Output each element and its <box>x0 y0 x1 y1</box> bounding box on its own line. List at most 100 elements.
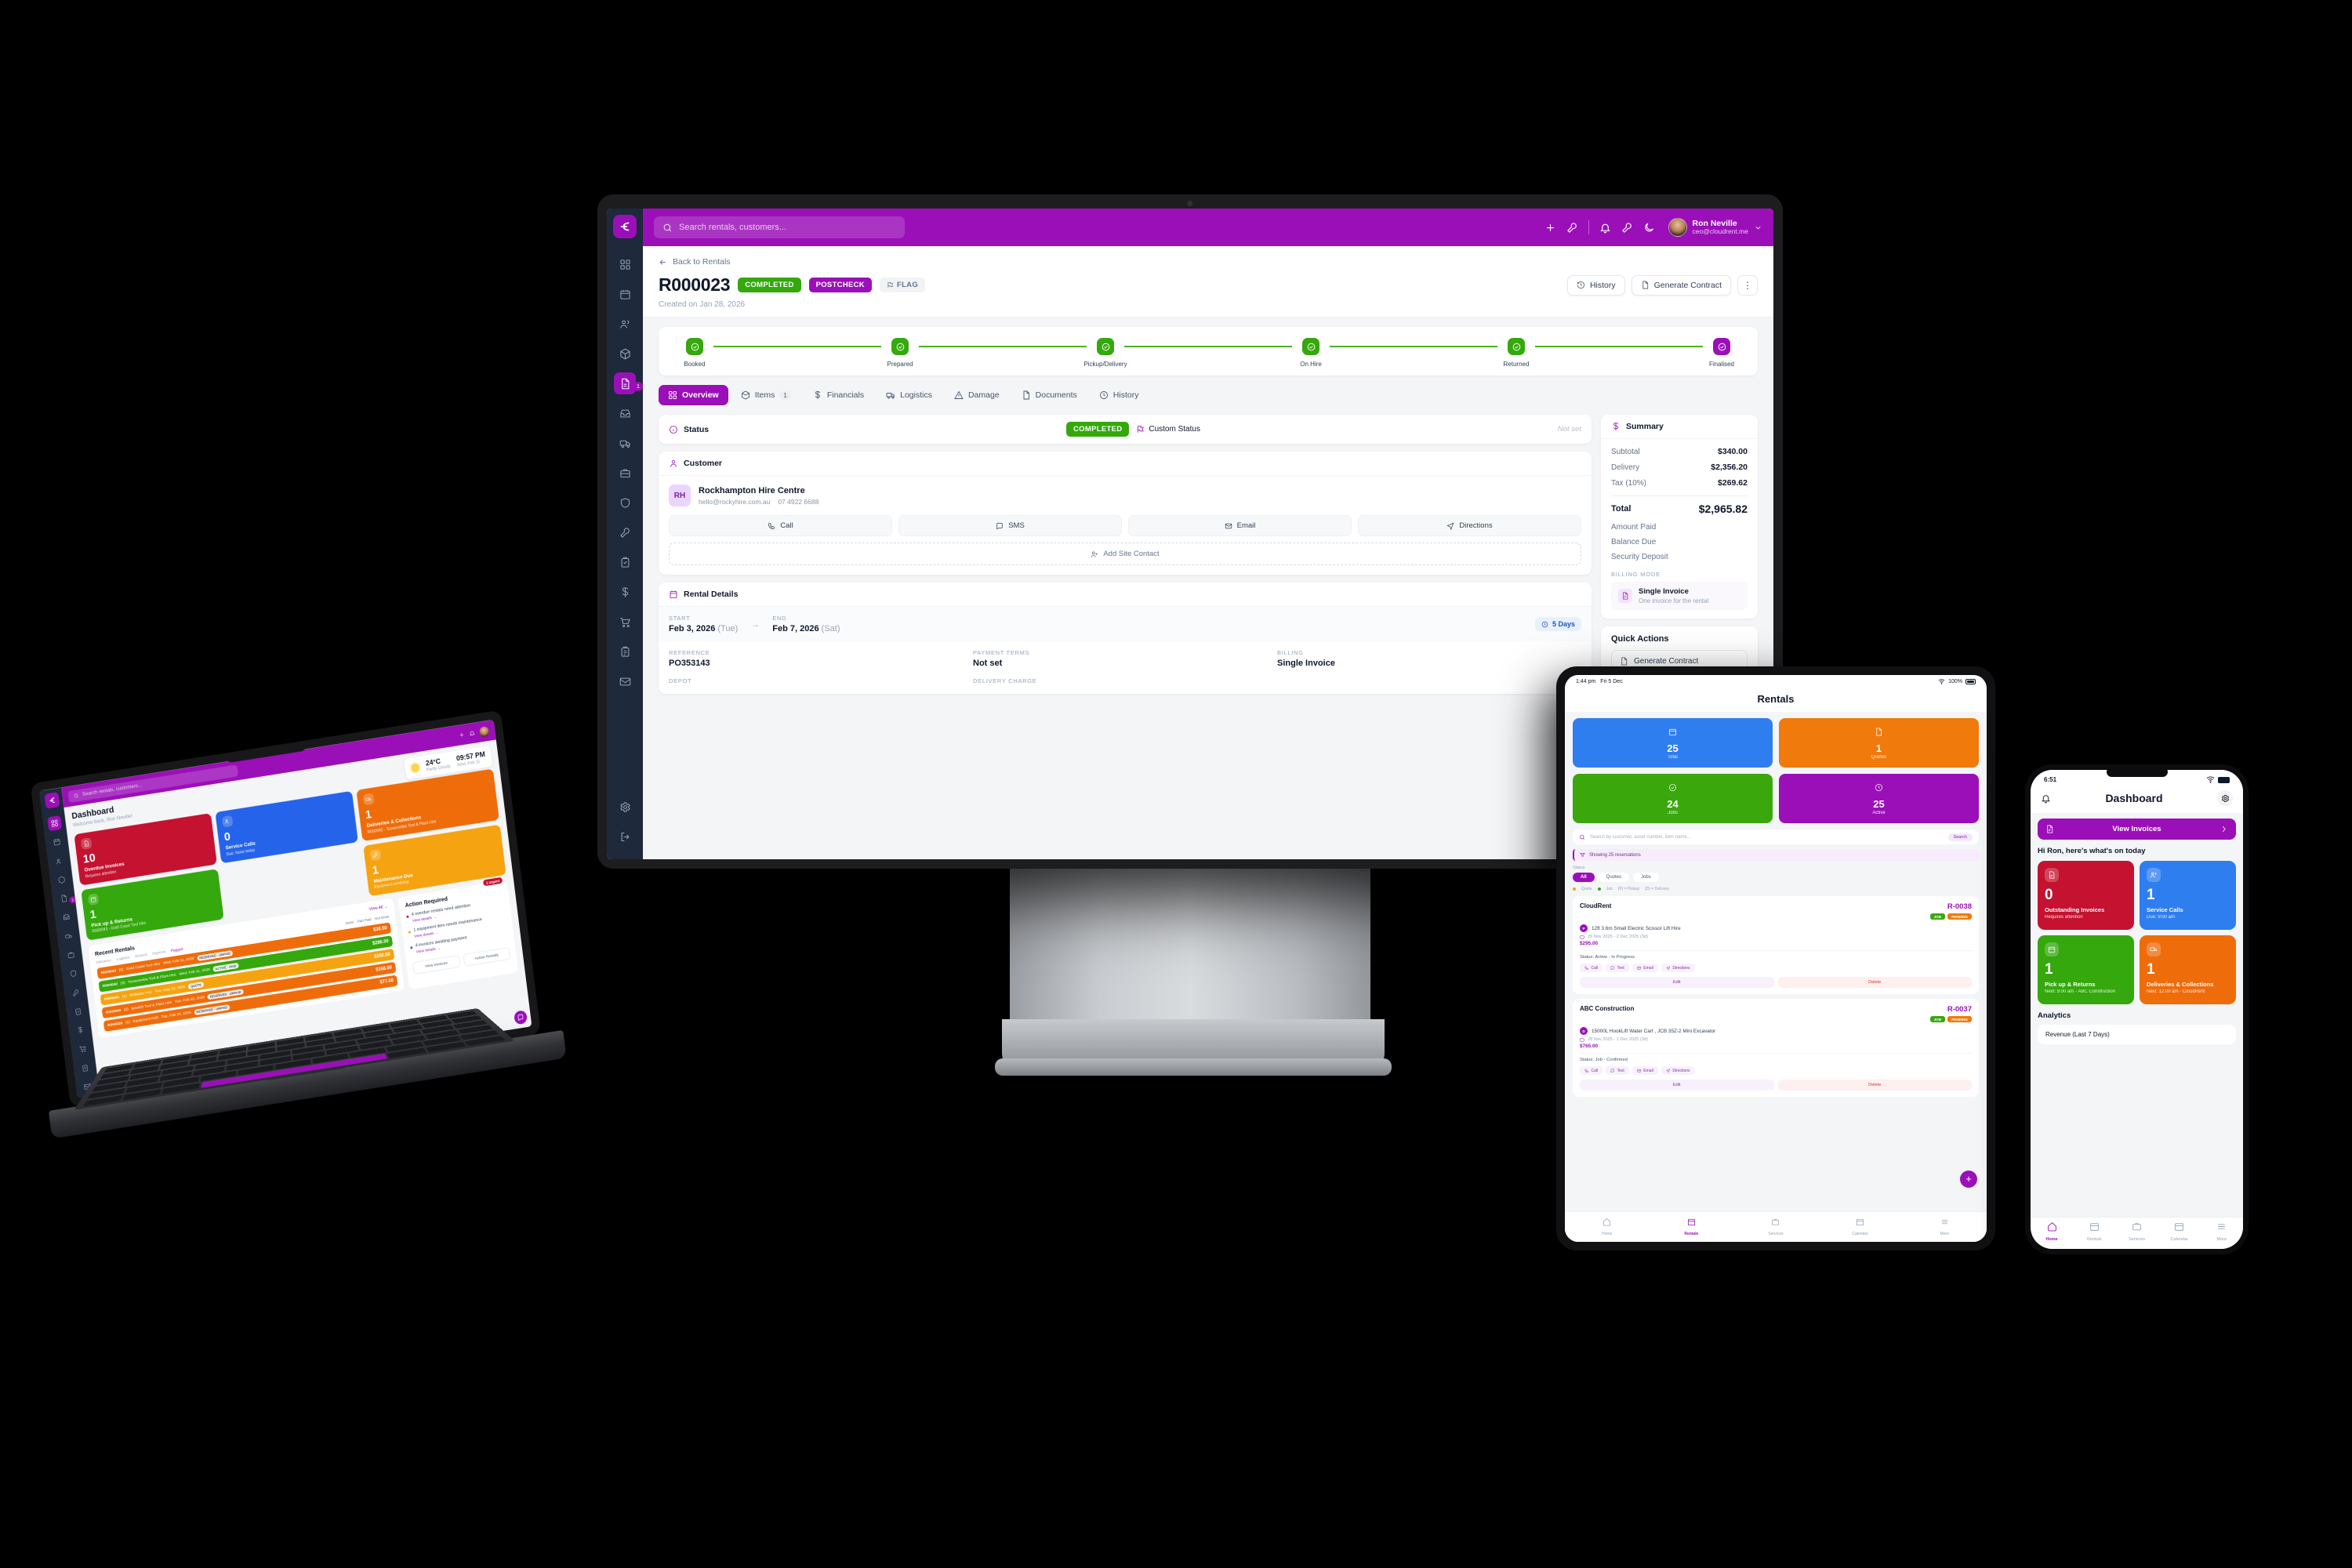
laptop-sidebar-item-insurance[interactable] <box>66 966 81 982</box>
kpi-pickup-returns[interactable]: 1 Pick up & Returns R000043 - Gold Coast… <box>81 868 224 941</box>
step-on-hire[interactable]: On Hire <box>1292 338 1330 368</box>
tab-damage[interactable]: Damage <box>945 385 1009 405</box>
stat-jobs[interactable]: 24 Jobs <box>1573 774 1773 823</box>
tab-documents[interactable]: Documents <box>1012 385 1087 405</box>
email-button[interactable]: Email <box>1128 515 1352 536</box>
billing-mode-chip[interactable]: Single Invoice One invoice for the renta… <box>1611 582 1748 610</box>
step-returned[interactable]: Returned <box>1497 338 1535 368</box>
history-button[interactable]: History <box>1566 274 1625 296</box>
tablet-nav-more[interactable]: More <box>1902 1216 1987 1236</box>
tablet-search-button[interactable]: Search <box>1947 833 1973 841</box>
laptop-sidebar-item-customers[interactable] <box>52 853 67 869</box>
dark-mode-icon[interactable] <box>1643 222 1655 234</box>
laptop-sidebar-item-inventory[interactable] <box>54 872 69 887</box>
sidebar-item-logout[interactable] <box>614 826 636 848</box>
chat-fab-icon[interactable] <box>514 1010 528 1025</box>
tablet-rental-card[interactable]: ABC Construction R-0037 JOB PENDING D 15… <box>1573 999 1979 1097</box>
laptop-sidebar-item-inbox[interactable] <box>59 909 74 925</box>
kpi-overdue-invoices[interactable]: 10 Overdue Invoices Requires attention <box>74 813 217 886</box>
chip-quotes[interactable]: Quotes <box>1598 873 1630 882</box>
laptop-sidebar-item-dashboard[interactable] <box>47 815 63 832</box>
directions-button[interactable]: Directions <box>1661 1066 1695 1075</box>
add-icon[interactable] <box>1544 222 1556 234</box>
phone-nav-rentals[interactable]: Rentals <box>2073 1221 2115 1242</box>
laptop-sidebar-item-logistics[interactable] <box>61 928 76 944</box>
phone-revenue-card[interactable]: Revenue (Last 7 Days) <box>2038 1024 2236 1044</box>
custom-status[interactable]: Custom Status <box>1136 425 1200 434</box>
step-finalised[interactable]: Finalised <box>1703 338 1740 368</box>
tablet-rental-card[interactable]: CloudRent R-0038 JOB PENDING P 12ft 3.6m… <box>1573 896 1979 994</box>
phone-nav-home[interactable]: Home <box>2031 1221 2073 1242</box>
kpi-service-calls[interactable]: 0 Service Calls Due: None today <box>215 790 358 863</box>
sms-button[interactable]: SMS <box>898 515 1122 536</box>
back-to-rentals-link[interactable]: Back to Rentals <box>659 257 1758 267</box>
tablet-search-input[interactable]: Search by customer, asset number, item n… <box>1573 829 1979 844</box>
sidebar-item-purchasing[interactable] <box>614 611 636 633</box>
sidebar-item-maintenance[interactable] <box>614 521 636 543</box>
email-button[interactable]: Email <box>1632 1066 1658 1075</box>
tab-overview[interactable]: Overview <box>659 385 728 405</box>
more-options-icon[interactable]: ⋮ <box>1737 274 1758 296</box>
tablet-nav-services[interactable]: Services <box>1733 1216 1818 1236</box>
laptop-sidebar-item-reports[interactable] <box>78 1060 93 1076</box>
stat-quotes[interactable]: 1 Quotes <box>1779 718 1979 768</box>
chip-jobs[interactable]: Jobs <box>1633 873 1659 882</box>
gear-icon[interactable] <box>2217 790 2233 806</box>
tablet-nav-rentals[interactable]: Rentals <box>1650 1216 1734 1236</box>
bell-icon[interactable] <box>2041 793 2051 804</box>
sidebar-item-settings[interactable] <box>614 796 636 818</box>
sidebar-item-rentals[interactable]: 1 <box>614 372 643 394</box>
laptop-sidebar-item-finance[interactable] <box>73 1022 88 1038</box>
call-button[interactable]: Call <box>669 515 892 536</box>
tablet-nav-home[interactable]: Home <box>1565 1216 1650 1236</box>
edit-button[interactable]: Edit <box>1580 977 1774 988</box>
delete-button[interactable]: Delete <box>1777 977 1972 988</box>
edit-button[interactable]: Edit <box>1580 1080 1774 1091</box>
stat-active[interactable]: 25 Active <box>1779 774 1979 823</box>
laptop-sidebar-item-calendar[interactable] <box>49 834 64 850</box>
kpi-deliveries-collections[interactable]: 1 Deliveries & Collections Next: 12:00 a… <box>2140 935 2236 1004</box>
avatar[interactable] <box>478 725 490 738</box>
user-menu[interactable]: Ron Neville ceo@cloudrent.me <box>1668 218 1762 237</box>
sidebar-item-calendar[interactable] <box>614 283 636 305</box>
sidebar-item-inventory[interactable] <box>614 343 636 365</box>
delete-button[interactable]: Delete <box>1777 1080 1972 1091</box>
tab-history[interactable]: History <box>1090 385 1149 405</box>
sidebar-item-messages[interactable] <box>614 670 636 692</box>
sidebar-item-logistics[interactable] <box>614 432 636 454</box>
kpi-pickup-returns[interactable]: 1 Pick up & Returns Next: 9:00 am - ABC … <box>2038 935 2134 1004</box>
laptop-sidebar-item-maintenance[interactable] <box>68 985 83 1000</box>
sidebar-item-jobs[interactable] <box>614 462 636 484</box>
add-fab-icon[interactable]: + <box>1960 1171 1977 1188</box>
view-invoices-button[interactable]: View Invoices <box>412 954 461 975</box>
laptop-search-input[interactable]: Search rentals, customers... <box>67 764 238 803</box>
phone-nav-calendar[interactable]: Calendar <box>2158 1221 2201 1242</box>
call-button[interactable]: Call <box>1580 1066 1603 1075</box>
app-logo-icon[interactable] <box>43 792 60 809</box>
tab-logistics[interactable]: Logistics <box>877 385 942 405</box>
app-logo-icon[interactable] <box>613 215 637 238</box>
phone-nav-services[interactable]: Services <box>2115 1221 2158 1242</box>
wrench-icon[interactable] <box>1566 222 1578 234</box>
step-prepared[interactable]: Prepared <box>881 338 919 368</box>
email-button[interactable]: Email <box>1632 964 1658 972</box>
flag-button[interactable]: FLAG <box>879 278 926 292</box>
tab-financials[interactable]: Financials <box>804 385 873 405</box>
step-pickup-delivery[interactable]: Pickup/Delivery <box>1083 338 1127 368</box>
laptop-sidebar-item-checklists[interactable] <box>71 1004 85 1019</box>
directions-button[interactable]: Directions <box>1661 964 1695 972</box>
view-invoices-button[interactable]: View Invoices <box>2038 818 2236 840</box>
tablet-nav-calendar[interactable]: Calendar <box>1818 1216 1903 1236</box>
tab-items[interactable]: Items 1 <box>731 385 800 405</box>
directions-button[interactable]: Directions <box>1358 515 1581 536</box>
sidebar-item-dashboard[interactable] <box>614 253 636 275</box>
kpi-deliveries-collections[interactable]: 1 Deliveries & Collections R000042 - Too… <box>356 768 499 841</box>
call-button[interactable]: Call <box>1580 964 1603 972</box>
bell-icon[interactable] <box>1599 222 1611 234</box>
global-search-input[interactable]: Search rentals, customers... <box>654 216 905 238</box>
kpi-maintenance-due[interactable]: 1 Maintenance Due Equipment servicing <box>363 824 506 897</box>
kpi-service-calls[interactable]: 1 Service Calls Due: 9:00 am <box>2140 861 2236 930</box>
sidebar-item-finance[interactable] <box>614 581 636 603</box>
sidebar-item-reports[interactable] <box>614 641 636 662</box>
active-rentals-button[interactable]: Active Rentals <box>462 946 511 967</box>
